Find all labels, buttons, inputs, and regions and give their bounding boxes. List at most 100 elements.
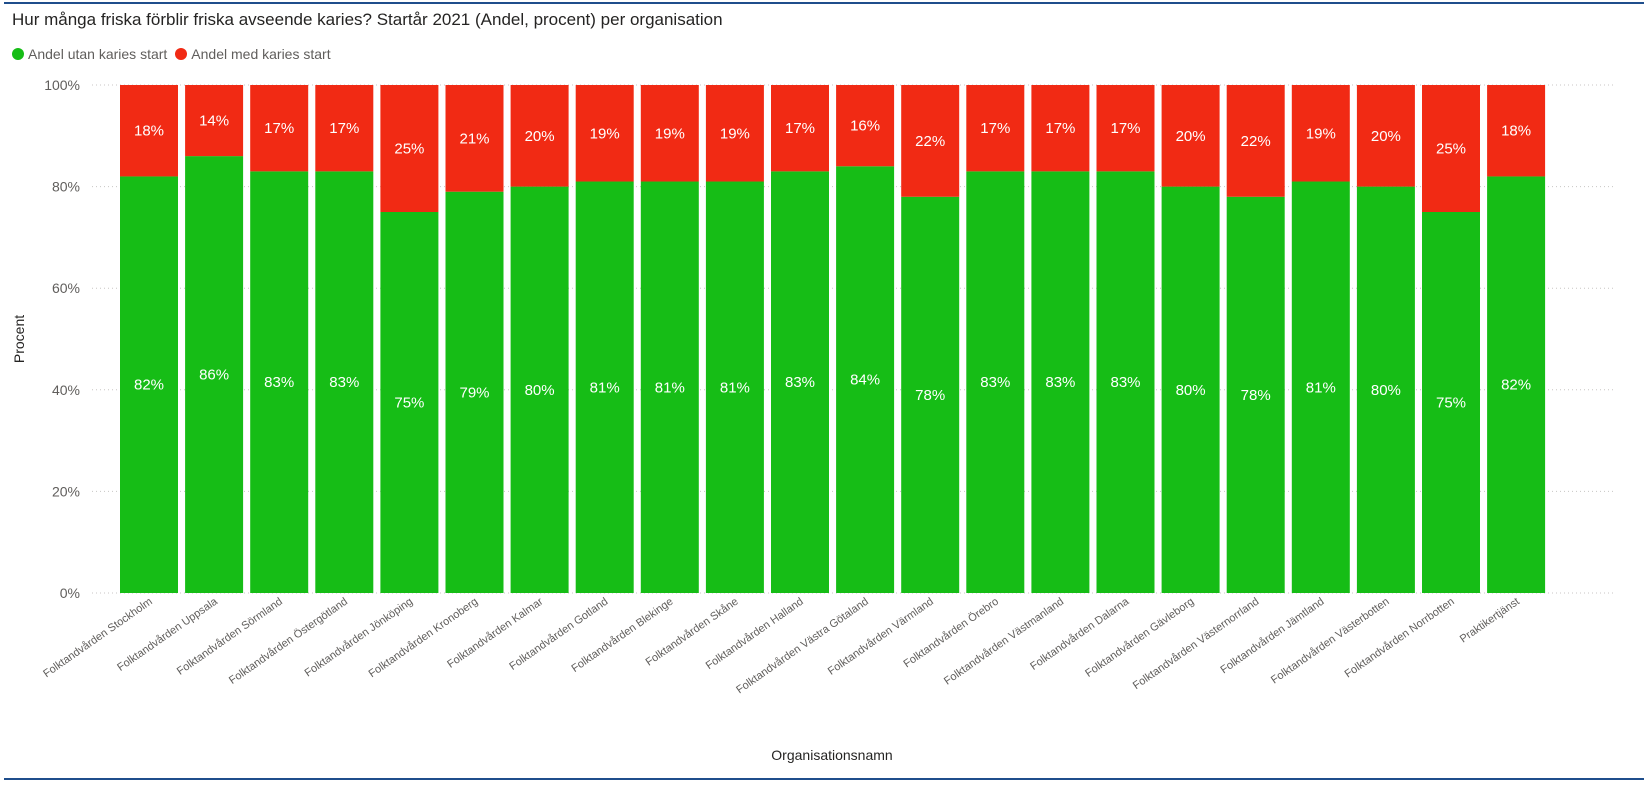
bar-without-caries[interactable] (1356, 186, 1415, 593)
bar-without-caries[interactable] (836, 166, 895, 593)
bar-with-caries[interactable] (836, 85, 895, 167)
bar-with-caries[interactable] (510, 85, 569, 187)
data-label-with-caries: 18% (1501, 123, 1531, 140)
bar-with-caries[interactable] (966, 85, 1025, 172)
bar-group[interactable]: 81% 19% (575, 85, 634, 593)
bar-without-caries[interactable] (1487, 176, 1546, 593)
bar-with-caries[interactable] (1096, 85, 1155, 172)
bar-without-caries[interactable] (1226, 196, 1285, 593)
bar-group[interactable]: 80% 20% (1161, 85, 1220, 593)
bar-group[interactable]: 83% 17% (1031, 85, 1090, 594)
bar-with-caries[interactable] (575, 85, 634, 182)
legend-marker-without-caries (12, 48, 24, 60)
bar-without-caries[interactable] (901, 196, 960, 593)
y-tick-label: 80% (52, 179, 80, 195)
bar-group[interactable]: 81% 19% (1291, 85, 1350, 593)
bottom-rule (4, 778, 1644, 780)
bar-with-caries[interactable] (120, 85, 178, 177)
bar-with-caries[interactable] (380, 85, 439, 212)
legend: Andel utan karies start Andel med karies… (12, 46, 339, 62)
x-tick-label: Folktandvården Jämtland (1218, 596, 1326, 677)
y-axis-title: Procent (11, 315, 27, 363)
bar-group[interactable]: 75% 25% (1422, 85, 1480, 593)
x-tick-label: Folktandvården Värmland (826, 596, 936, 678)
data-label-without-caries: 83% (264, 374, 294, 391)
bar-with-caries[interactable] (771, 85, 829, 172)
bar-group[interactable]: 78% 22% (1226, 85, 1285, 593)
bar-with-caries[interactable] (185, 85, 244, 157)
x-tick-label: Folktandvården Västernorrland (1131, 596, 1262, 692)
bar-group[interactable]: 83% 17% (315, 85, 374, 594)
data-label-without-caries: 83% (980, 374, 1010, 391)
bar-with-caries[interactable] (1356, 85, 1415, 187)
bar-with-caries[interactable] (315, 85, 374, 172)
bar-without-caries[interactable] (250, 171, 309, 594)
bar-without-caries[interactable] (966, 171, 1025, 594)
bar-with-caries[interactable] (250, 85, 309, 172)
data-label-with-caries: 17% (1110, 120, 1140, 137)
bar-without-caries[interactable] (1096, 171, 1155, 594)
data-label-without-caries: 75% (1436, 395, 1466, 412)
bar-without-caries[interactable] (705, 181, 764, 593)
x-tick-label: Folktandvården Norrbotten (1343, 596, 1457, 681)
bar-group[interactable]: 83% 17% (771, 85, 829, 594)
legend-item-without-caries[interactable]: Andel utan karies start (12, 46, 167, 62)
bar-group[interactable]: 84% 16% (836, 85, 895, 593)
bar-without-caries[interactable] (185, 156, 244, 593)
data-label-without-caries: 86% (199, 367, 229, 384)
data-label-without-caries: 75% (394, 395, 424, 412)
data-label-with-caries: 22% (1241, 133, 1271, 150)
bar-with-caries[interactable] (901, 85, 960, 197)
bar-without-caries[interactable] (1161, 186, 1220, 593)
bar-group[interactable]: 82% 18% (120, 85, 178, 593)
bar-with-caries[interactable] (640, 85, 699, 182)
bar-group[interactable]: 83% 17% (250, 85, 309, 594)
legend-item-with-caries[interactable]: Andel med karies start (175, 46, 331, 62)
bar-group[interactable]: 78% 22% (901, 85, 960, 593)
bar-without-caries[interactable] (445, 191, 504, 593)
bar-with-caries[interactable] (445, 85, 504, 192)
bar-group[interactable]: 83% 17% (1096, 85, 1155, 594)
legend-label-with-caries: Andel med karies start (191, 46, 331, 62)
bar-without-caries[interactable] (120, 176, 178, 593)
data-label-without-caries: 82% (1501, 377, 1531, 394)
bar-with-caries[interactable] (1487, 85, 1546, 177)
bar-without-caries[interactable] (380, 212, 439, 593)
x-tick-label: Folktandvården Jönköping (303, 596, 416, 680)
bar-with-caries[interactable] (1226, 85, 1285, 197)
data-label-without-caries: 81% (655, 379, 685, 396)
y-axis-ticks: 0% 20% 40% 60% 80% 100% (44, 77, 80, 601)
data-label-without-caries: 83% (329, 374, 359, 391)
bar-group[interactable]: 86% 14% (185, 85, 244, 593)
bar-without-caries[interactable] (1291, 181, 1350, 593)
data-label-with-caries: 17% (980, 120, 1010, 137)
bar-with-caries[interactable] (1422, 85, 1480, 212)
x-axis-title: Organisationsnamn (771, 747, 892, 763)
data-label-without-caries: 78% (915, 387, 945, 404)
bar-without-caries[interactable] (1422, 212, 1480, 593)
bar-group[interactable]: 79% 21% (445, 85, 504, 593)
bar-with-caries[interactable] (1291, 85, 1350, 182)
data-label-without-caries: 80% (1176, 382, 1206, 399)
bar-group[interactable]: 82% 18% (1487, 85, 1546, 593)
data-label-without-caries: 83% (1045, 374, 1075, 391)
bar-group[interactable]: 83% 17% (966, 85, 1025, 594)
x-tick-label: Folktandvården Västra Götaland (734, 596, 871, 697)
bar-with-caries[interactable] (1161, 85, 1220, 187)
bar-group[interactable]: 81% 19% (640, 85, 699, 593)
bar-group[interactable]: 75% 25% (380, 85, 439, 593)
bar-group[interactable]: 80% 20% (510, 85, 569, 593)
data-label-with-caries: 21% (459, 130, 489, 147)
bar-with-caries[interactable] (705, 85, 764, 182)
bar-without-caries[interactable] (510, 186, 569, 593)
bar-without-caries[interactable] (771, 171, 829, 594)
bar-without-caries[interactable] (1031, 171, 1090, 594)
bar-with-caries[interactable] (1031, 85, 1090, 172)
bar-without-caries[interactable] (315, 171, 374, 594)
bar-without-caries[interactable] (640, 181, 699, 593)
data-label-with-caries: 22% (915, 133, 945, 150)
bar-without-caries[interactable] (575, 181, 634, 593)
bar-group[interactable]: 80% 20% (1356, 85, 1415, 593)
data-label-with-caries: 20% (1371, 128, 1401, 145)
bar-group[interactable]: 81% 19% (705, 85, 764, 593)
